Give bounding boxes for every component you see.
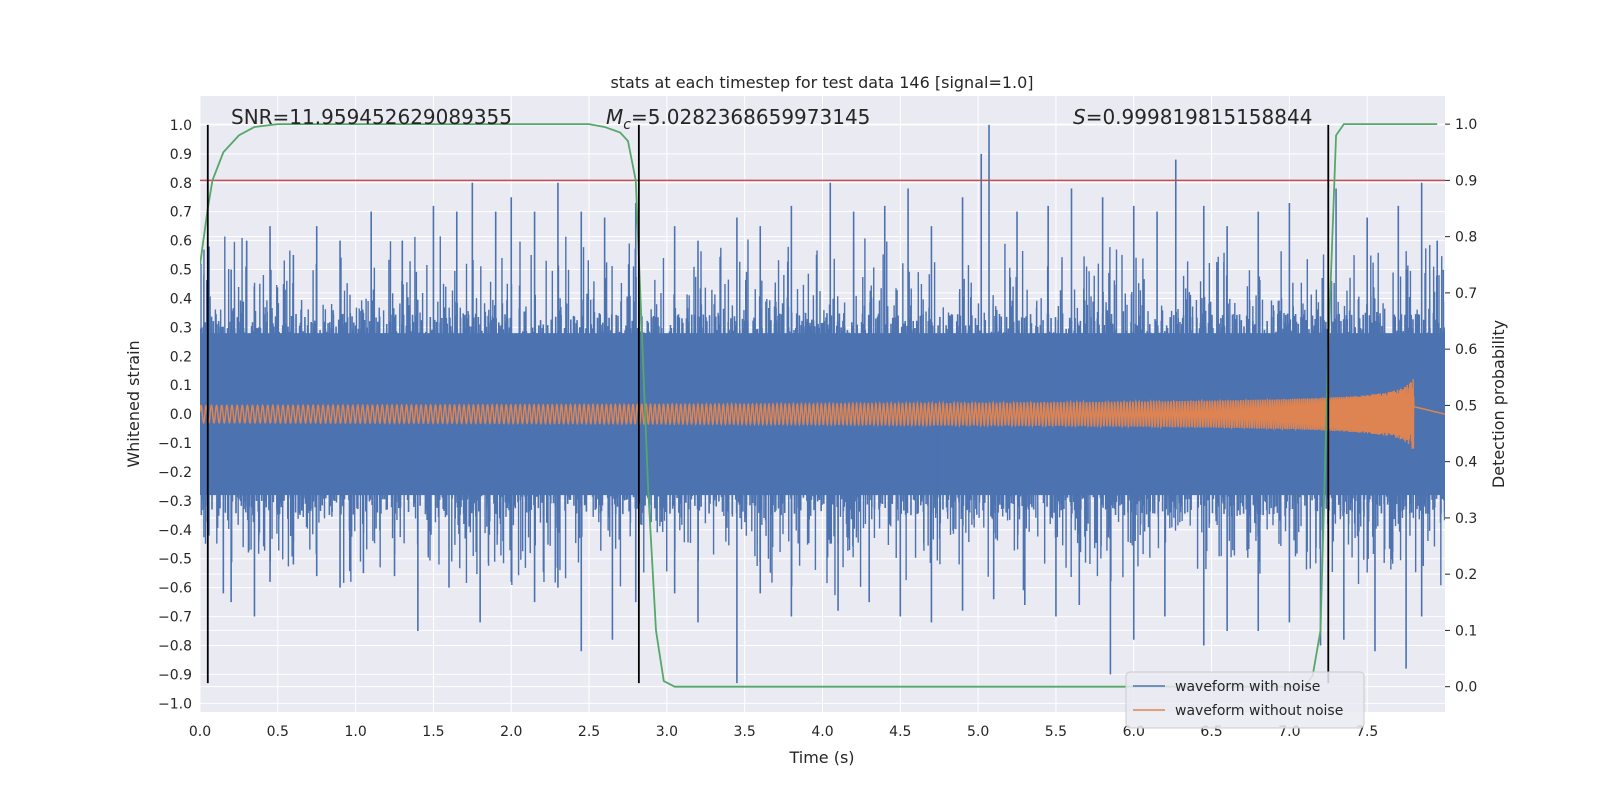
y-tick-label-8: 0.2 — [170, 349, 192, 365]
x-tick-label-8: 4.0 — [811, 724, 833, 740]
y-tick-label-3: 0.7 — [170, 205, 192, 221]
y-tick-label-17: −0.7 — [158, 610, 192, 626]
chirp-mass-value: =5.0282368659973145 — [631, 105, 870, 129]
y2-tick-label-2: 0.8 — [1455, 230, 1477, 246]
noisy-waveform-fluctuations — [200, 236, 1445, 596]
y-tick-label-10: 0.0 — [170, 407, 192, 423]
y2-tick-label-0: 1.0 — [1455, 117, 1477, 133]
x-tick-label-2: 1.0 — [344, 724, 366, 740]
x-tick-label-4: 2.0 — [500, 724, 522, 740]
y-tick-label-20: −1.0 — [158, 696, 192, 712]
y-tick-label-18: −0.8 — [158, 638, 192, 654]
legend-box — [1125, 671, 1365, 729]
y-tick-label-11: −0.1 — [158, 436, 192, 452]
right-tick-labels: 1.0 0.9 0.8 0.7 0.6 0.5 0.4 0.3 0.2 0.1 0.0 — [1445, 117, 1477, 696]
y2-axis-label: Detection probability — [1489, 320, 1508, 488]
x-axis-label: Time (s) — [788, 748, 854, 767]
s-annotation: S=0.999819815158844 — [1073, 105, 1312, 129]
y-tick-label-16: −0.6 — [158, 581, 192, 597]
y-tick-label-5: 0.5 — [170, 263, 192, 279]
snr-annotation: SNR=11.959452629089355 — [231, 105, 512, 129]
y2-tick-label-1: 0.9 — [1455, 173, 1477, 189]
chirp-mass-subscript: c — [623, 117, 631, 133]
y2-tick-label-3: 0.7 — [1455, 286, 1477, 302]
y2-tick-label-6: 0.4 — [1455, 455, 1477, 471]
y2-tick-label-9: 0.1 — [1455, 623, 1477, 639]
x-tick-label-11: 5.5 — [1045, 724, 1067, 740]
y-tick-label-0: 1.0 — [170, 118, 192, 134]
chart-title: stats at each timestep for test data 146… — [610, 73, 1033, 92]
y-tick-label-7: 0.3 — [170, 320, 192, 336]
chirp-mass-symbol: M — [606, 105, 623, 129]
y2-tick-label-10: 0.0 — [1455, 680, 1477, 696]
y2-tick-label-4: 0.6 — [1455, 342, 1477, 358]
y2-tick-label-5: 0.5 — [1455, 398, 1477, 414]
clean-waveform-line — [200, 379, 1445, 449]
x-tick-label-6: 3.0 — [656, 724, 678, 740]
x-tick-label-7: 3.5 — [734, 724, 756, 740]
x-tick-label-3: 1.5 — [422, 724, 444, 740]
y-axis-label: Whitened strain — [124, 340, 143, 467]
legend: waveform with noise waveform without noi… — [1125, 671, 1365, 729]
y-tick-label-9: 0.1 — [170, 378, 192, 394]
chirp-mass-annotation: Mc=5.0282368659973145 — [606, 105, 870, 133]
s-symbol: S — [1073, 105, 1086, 129]
x-tick-label-0: 0.0 — [189, 724, 211, 740]
legend-label-noise: waveform with noise — [1175, 679, 1320, 695]
x-tick-label-10: 5.0 — [967, 724, 989, 740]
y-tick-label-12: −0.2 — [158, 465, 192, 481]
y2-tick-label-7: 0.3 — [1455, 511, 1477, 527]
y-tick-label-1: 0.9 — [170, 147, 192, 163]
s-value: =0.999819815158844 — [1086, 105, 1313, 129]
y2-tick-label-8: 0.2 — [1455, 567, 1477, 583]
left-tick-labels: 1.0 0.9 0.8 0.7 0.6 0.5 0.4 0.3 0.2 0.1 0.0 −0.1 −0.… — [158, 118, 192, 712]
legend-label-clean: waveform without noise — [1175, 703, 1343, 719]
y-tick-label-15: −0.5 — [158, 552, 192, 568]
x-tick-label-5: 2.5 — [578, 724, 600, 740]
detection-probability-line — [200, 123, 1438, 688]
y-tick-label-13: −0.3 — [158, 494, 192, 510]
y-tick-label-14: −0.4 — [158, 523, 192, 539]
y-tick-label-6: 0.4 — [170, 291, 192, 307]
x-tick-label-1: 0.5 — [267, 724, 289, 740]
y-tick-label-19: −0.9 — [158, 667, 192, 683]
y-tick-label-4: 0.6 — [170, 234, 192, 250]
series-layer — [200, 123, 1445, 688]
x-tick-label-9: 4.5 — [889, 724, 911, 740]
y-tick-label-2: 0.8 — [170, 176, 192, 192]
